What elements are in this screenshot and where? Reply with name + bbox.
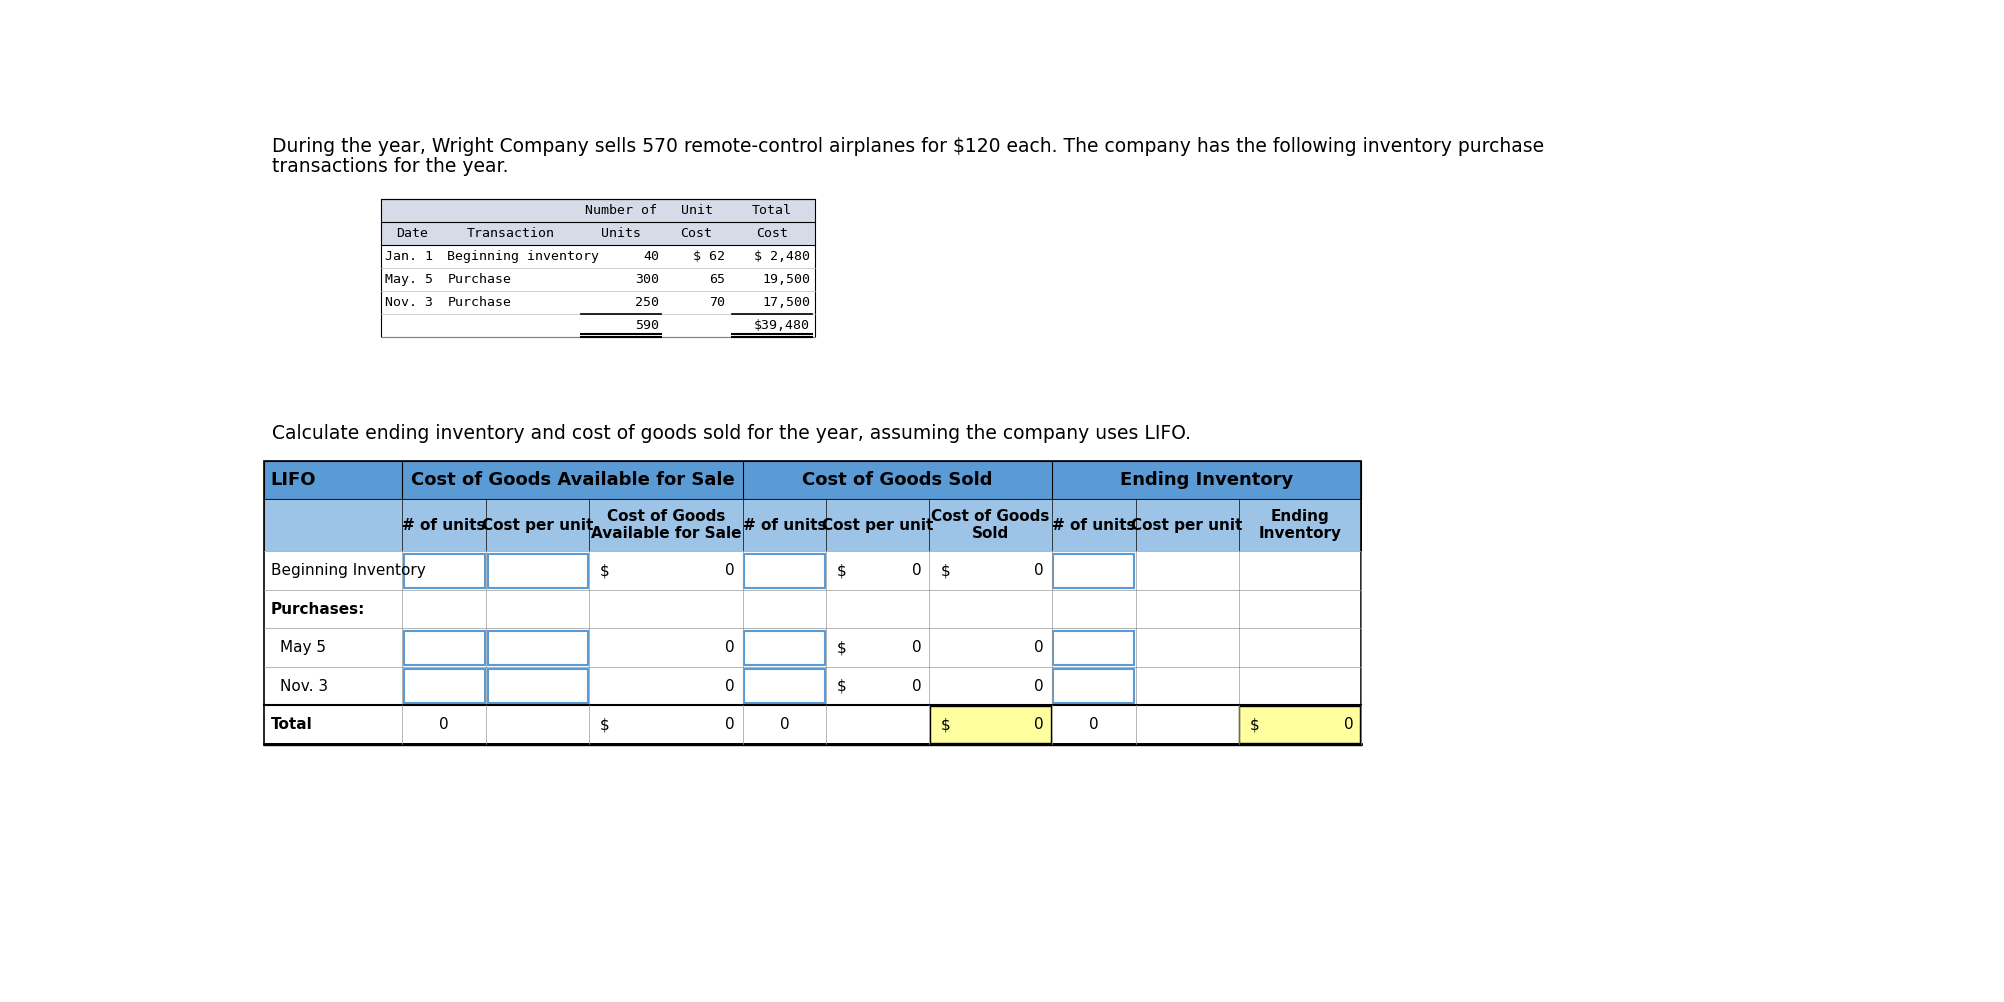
Text: Transaction: Transaction	[467, 226, 555, 239]
Bar	[381, 269, 816, 292]
Text: 17,500: 17,500	[762, 297, 810, 310]
Text: $: $	[838, 640, 848, 655]
Bar	[405, 554, 485, 587]
Text: $: $	[838, 563, 848, 578]
Bar	[381, 198, 816, 244]
Bar	[743, 630, 826, 664]
Bar	[265, 590, 1361, 628]
Text: 70: 70	[709, 297, 725, 310]
Text: 0: 0	[780, 717, 790, 732]
Text: Total: Total	[752, 203, 792, 216]
Text: 0: 0	[439, 717, 449, 732]
Text: 40: 40	[643, 250, 659, 264]
Text: Nov. 3: Nov. 3	[385, 297, 433, 310]
Text: $ 2,480: $ 2,480	[754, 250, 810, 264]
Text: Purchase: Purchase	[447, 274, 511, 287]
Text: $: $	[1248, 717, 1259, 732]
Text: 0: 0	[725, 678, 735, 693]
Bar	[381, 315, 816, 338]
Bar	[405, 630, 485, 664]
Text: Cost of Goods
Available for Sale: Cost of Goods Available for Sale	[591, 509, 741, 541]
Text: Cost of Goods
Sold: Cost of Goods Sold	[932, 509, 1050, 541]
Text: During the year, Wright Company sells 570 remote-control airplanes for $120 each: During the year, Wright Company sells 57…	[273, 137, 1545, 156]
Bar	[487, 630, 587, 664]
Text: Beginning inventory: Beginning inventory	[447, 250, 599, 264]
Text: $: $	[599, 717, 609, 732]
Bar	[265, 705, 1361, 743]
Text: 0: 0	[725, 563, 735, 578]
Text: Ending Inventory: Ending Inventory	[1120, 471, 1293, 489]
Bar	[487, 554, 587, 587]
Text: $: $	[599, 563, 609, 578]
Text: 0: 0	[1034, 678, 1044, 693]
Text: 0: 0	[1034, 717, 1044, 732]
Text: $39,480: $39,480	[754, 320, 810, 333]
Text: $: $	[940, 563, 950, 578]
Text: Number of: Number of	[585, 203, 657, 216]
Text: 0: 0	[912, 563, 922, 578]
Text: 250: 250	[635, 297, 659, 310]
Bar	[1054, 669, 1134, 703]
Text: 0: 0	[1088, 717, 1098, 732]
Bar	[405, 669, 485, 703]
Bar	[743, 669, 826, 703]
Text: $: $	[838, 678, 848, 693]
Text: 0: 0	[725, 640, 735, 655]
Bar	[381, 244, 816, 269]
Text: Cost per unit: Cost per unit	[822, 518, 934, 533]
Text: 65: 65	[709, 274, 725, 287]
Bar	[743, 554, 826, 587]
Text: # of units: # of units	[403, 518, 487, 533]
Bar	[265, 667, 1361, 705]
Bar	[487, 669, 587, 703]
Text: Ending
Inventory: Ending Inventory	[1259, 509, 1341, 541]
Bar	[265, 551, 1361, 590]
Bar	[381, 198, 816, 338]
Text: transactions for the year.: transactions for the year.	[273, 157, 509, 176]
Text: 0: 0	[912, 640, 922, 655]
Text: Purchases:: Purchases:	[271, 601, 365, 616]
Bar	[265, 628, 1361, 667]
Bar	[265, 461, 1361, 499]
Text: Beginning Inventory: Beginning Inventory	[271, 563, 425, 578]
Text: 0: 0	[1034, 563, 1044, 578]
Bar	[1238, 706, 1361, 743]
Text: # of units: # of units	[1052, 518, 1136, 533]
Bar	[381, 292, 816, 315]
Text: 0: 0	[1345, 717, 1353, 732]
Text: Units: Units	[601, 226, 641, 239]
Text: Purchase: Purchase	[447, 297, 511, 310]
Text: 590: 590	[635, 320, 659, 333]
Text: $: $	[940, 717, 950, 732]
Text: Cost of Goods Available for Sale: Cost of Goods Available for Sale	[411, 471, 733, 489]
Text: Cost: Cost	[756, 226, 788, 239]
Text: Cost of Goods Sold: Cost of Goods Sold	[802, 471, 992, 489]
Text: 19,500: 19,500	[762, 274, 810, 287]
Text: May 5: May 5	[281, 640, 327, 655]
Bar	[1054, 630, 1134, 664]
Text: May. 5: May. 5	[385, 274, 433, 287]
Text: Unit: Unit	[681, 203, 713, 216]
Text: # of units: # of units	[743, 518, 826, 533]
Bar	[265, 461, 1361, 743]
Text: 0: 0	[912, 678, 922, 693]
Text: Cost per unit: Cost per unit	[1132, 518, 1242, 533]
Text: Date: Date	[395, 226, 427, 239]
Text: Jan. 1: Jan. 1	[385, 250, 433, 264]
Text: Nov. 3: Nov. 3	[281, 678, 329, 693]
Text: Cost: Cost	[681, 226, 713, 239]
Text: LIFO: LIFO	[271, 471, 317, 489]
Bar	[265, 499, 1361, 551]
Text: Calculate ending inventory and cost of goods sold for the year, assuming the com: Calculate ending inventory and cost of g…	[273, 424, 1190, 443]
Text: Total: Total	[271, 717, 313, 732]
Text: 0: 0	[1034, 640, 1044, 655]
Text: 300: 300	[635, 274, 659, 287]
Text: Cost per unit: Cost per unit	[481, 518, 593, 533]
Bar	[930, 706, 1050, 743]
Text: 0: 0	[725, 717, 735, 732]
Bar	[1054, 554, 1134, 587]
Text: $ 62: $ 62	[693, 250, 725, 264]
